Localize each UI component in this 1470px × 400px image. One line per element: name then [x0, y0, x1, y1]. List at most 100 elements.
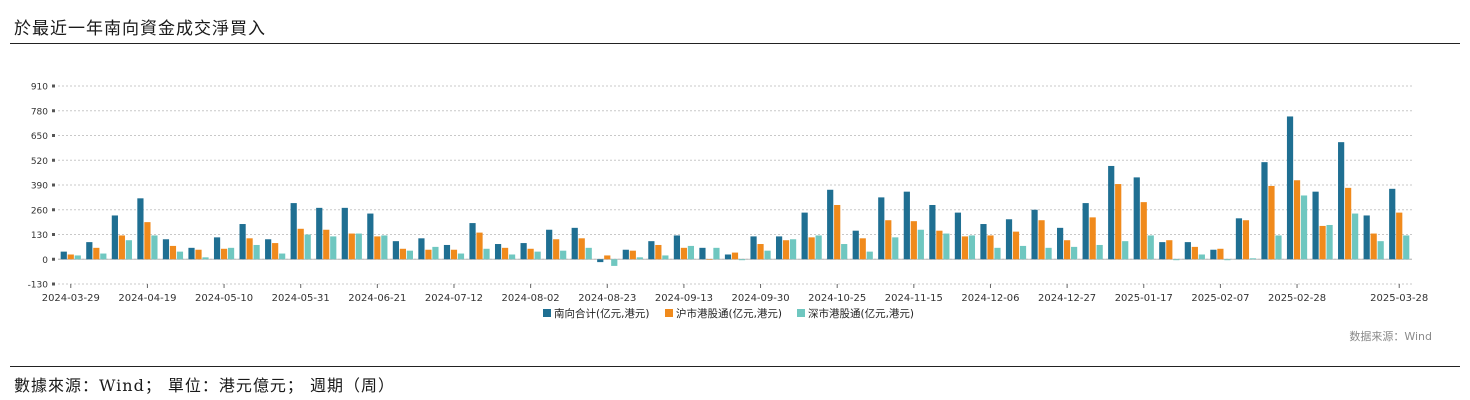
bar: [330, 236, 337, 260]
y-tick-label: 390: [31, 182, 48, 192]
y-tick-mark: [52, 233, 55, 236]
x-tick-label: 2024-09-30: [731, 293, 789, 304]
bar: [1191, 246, 1198, 260]
x-tick-label: 2024-09-13: [655, 293, 713, 304]
bar: [943, 233, 950, 260]
bar: [534, 251, 541, 260]
bar: [1071, 246, 1078, 260]
bar: [162, 239, 170, 260]
x-tick-label: 2024-10-25: [808, 293, 866, 304]
bar: [1184, 242, 1191, 260]
bar: [662, 255, 669, 260]
legend: 南向合计(亿元,港元) 沪市港股通(亿元,港元) 深市港股通(亿元,港元): [543, 307, 914, 320]
bar: [980, 224, 987, 260]
x-tick-label: 2024-04-19: [118, 293, 176, 304]
bar: [808, 237, 815, 260]
bar: [680, 247, 688, 260]
bar: [202, 257, 209, 260]
bar: [1268, 185, 1275, 260]
bar: [1115, 184, 1122, 260]
bar: [706, 259, 713, 260]
bar: [968, 235, 976, 260]
bar: [1159, 242, 1166, 260]
legend-swatch: [665, 309, 673, 317]
bar: [253, 244, 260, 260]
bar: [936, 230, 943, 260]
bar: [724, 254, 732, 260]
x-tick-label: 2025-02-07: [1191, 293, 1249, 304]
bar: [834, 204, 841, 260]
bar: [892, 237, 899, 260]
x-tick-label: 2024-05-10: [195, 293, 253, 304]
bar: [246, 238, 253, 260]
bar: [1345, 187, 1352, 260]
bar: [501, 247, 509, 260]
x-tick-label: 2024-12-06: [961, 293, 1019, 304]
bar: [789, 239, 797, 260]
bar: [527, 248, 534, 260]
bar: [546, 229, 553, 260]
bar: [443, 244, 451, 260]
page-title: 於最近一年南向資金成交淨買入: [14, 19, 266, 39]
bar: [1140, 202, 1147, 260]
x-tick-label: 2024-06-21: [348, 293, 406, 304]
bar: [1396, 212, 1403, 260]
legend-label: 深市港股通(亿元,港元): [808, 307, 914, 320]
bar: [1173, 259, 1180, 261]
bar: [137, 198, 144, 260]
bar: [560, 250, 567, 260]
bar: [1338, 142, 1345, 260]
bar: [392, 241, 399, 260]
bar: [227, 247, 235, 260]
bar: [220, 248, 228, 260]
bar: [304, 234, 311, 260]
bar: [929, 204, 936, 260]
bar: [1045, 247, 1052, 260]
y-tick-label: 650: [31, 132, 48, 142]
bar: [1370, 233, 1377, 260]
bar: [111, 215, 118, 260]
bar: [994, 247, 1001, 260]
bar: [622, 249, 629, 260]
bar: [494, 244, 502, 260]
y-tick-mark: [52, 109, 55, 113]
bar: [290, 203, 297, 260]
bar: [118, 235, 125, 260]
bar: [100, 253, 107, 260]
bar: [954, 212, 962, 260]
bar: [1217, 248, 1224, 260]
bar: [852, 230, 859, 260]
bar: [1005, 219, 1013, 260]
bar: [279, 253, 286, 260]
bar: [687, 245, 695, 260]
x-tick-label: 2025-03-28: [1370, 293, 1428, 304]
footer-note: 數據來源：Wind； 單位：港元億元； 週期（周）: [14, 376, 396, 395]
bar: [93, 247, 100, 260]
bar: [655, 244, 662, 260]
bars: [60, 116, 1410, 266]
bar: [1031, 209, 1038, 260]
bar: [188, 247, 195, 260]
bar: [604, 255, 611, 260]
bar: [1326, 224, 1333, 260]
bar: [323, 229, 330, 260]
bar: [399, 248, 406, 260]
bar: [125, 240, 132, 260]
bar: [636, 257, 643, 260]
bar: [738, 259, 746, 261]
bar: [1038, 220, 1045, 260]
bar: [432, 246, 439, 260]
legend-label: 沪市港股通(亿元,港元): [676, 307, 782, 320]
bar: [903, 191, 910, 260]
bar: [418, 238, 425, 260]
bar: [1300, 195, 1308, 260]
bar: [731, 252, 739, 260]
bar: [86, 242, 93, 260]
bar: [297, 228, 304, 260]
bar: [374, 236, 381, 260]
bar: [1293, 180, 1301, 260]
bar: [553, 239, 560, 260]
bar: [571, 227, 578, 260]
bar: [476, 232, 483, 260]
